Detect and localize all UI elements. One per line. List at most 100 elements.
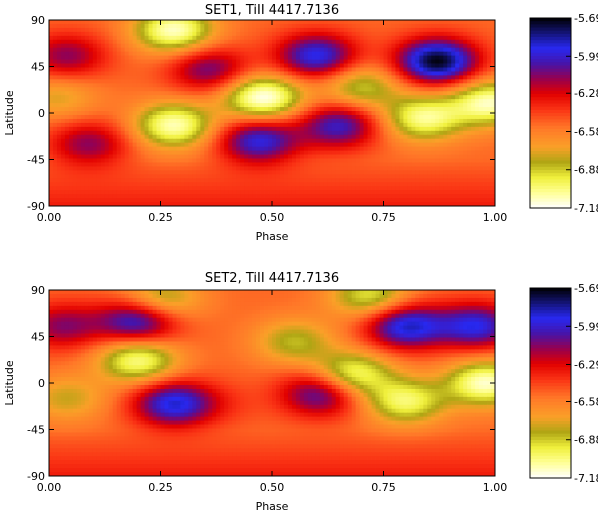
- heatmap-cell: [204, 194, 209, 199]
- heatmap-cell: [120, 154, 126, 159]
- heatmap-cell: [351, 111, 357, 116]
- heatmap-cell: [84, 99, 90, 104]
- heatmap-cell: [471, 59, 476, 64]
- heatmap-cell: [443, 27, 448, 33]
- heatmap-cell: [371, 20, 376, 25]
- heatmap-cell: [339, 111, 345, 116]
- heatmap-cell: [76, 91, 82, 96]
- heatmap-cell: [232, 91, 237, 96]
- heatmap-cell: [279, 158, 285, 163]
- heatmap-cell: [391, 23, 396, 29]
- heatmap-cell: [483, 186, 488, 191]
- heatmap-cell: [367, 138, 372, 144]
- heatmap-cell: [355, 95, 361, 100]
- heatmap-cell: [68, 126, 74, 132]
- heatmap-cell: [92, 83, 98, 88]
- heatmap-cell: [164, 51, 169, 57]
- heatmap-cell: [116, 95, 122, 100]
- heatmap-cell: [196, 55, 201, 60]
- heatmap-cell: [319, 20, 325, 25]
- heatmap-cell: [96, 126, 102, 132]
- heatmap-cell: [387, 23, 392, 29]
- heatmap-cell: [212, 99, 217, 104]
- heatmap-cell: [228, 59, 233, 64]
- heatmap-cell: [367, 107, 372, 112]
- heatmap-cell: [56, 114, 62, 120]
- heatmap-cell: [188, 75, 193, 80]
- heatmap-cell: [80, 194, 86, 199]
- heatmap-cell: [160, 111, 165, 116]
- heatmap-cell: [72, 178, 78, 183]
- heatmap-cell: [491, 142, 496, 148]
- heatmap-cell: [307, 31, 313, 37]
- heatmap-cell: [212, 95, 217, 100]
- heatmap-cell: [252, 39, 257, 45]
- heatmap-cell: [327, 79, 333, 84]
- heatmap-cell: [240, 134, 245, 140]
- heatmap-cell: [108, 186, 114, 191]
- heatmap-cell: [391, 67, 396, 72]
- heatmap-cell: [196, 59, 201, 64]
- heatmap-cell: [260, 186, 265, 191]
- heatmap-cell: [391, 190, 396, 195]
- heatmap-cell: [56, 182, 62, 187]
- heatmap-cell: [487, 114, 492, 120]
- heatmap-cell: [60, 39, 66, 45]
- heatmap-cell: [92, 190, 98, 195]
- heatmap-cell: [415, 170, 420, 175]
- heatmap-cell: [359, 158, 364, 163]
- heatmap-cell: [192, 27, 197, 33]
- heatmap-cell: [264, 134, 269, 140]
- heatmap-cell: [439, 170, 444, 175]
- heatmap-cell: [168, 154, 173, 159]
- heatmap-cell: [471, 186, 476, 191]
- heatmap-cell: [363, 95, 368, 100]
- heatmap-cell: [323, 75, 329, 80]
- heatmap-cell: [423, 35, 428, 41]
- heatmap-cell: [120, 138, 126, 144]
- heatmap-cell: [152, 51, 157, 57]
- heatmap-cell: [379, 150, 384, 155]
- heatmap-cell: [455, 39, 460, 45]
- heatmap-cell: [315, 103, 321, 108]
- heatmap-cell: [72, 118, 78, 124]
- heatmap-cell: [188, 146, 193, 151]
- heatmap-cell: [136, 154, 141, 159]
- heatmap-cell: [287, 31, 293, 37]
- heatmap-cell: [212, 63, 217, 68]
- heatmap-cell: [204, 75, 209, 80]
- heatmap-cell: [60, 154, 66, 159]
- heatmap-cell: [224, 130, 229, 136]
- heatmap-cell: [347, 23, 353, 29]
- heatmap-cell: [184, 138, 189, 144]
- heatmap-cell: [295, 122, 301, 128]
- heatmap-cell: [291, 186, 297, 191]
- heatmap-cell: [120, 59, 126, 64]
- heatmap-cell: [64, 122, 70, 128]
- heatmap-cell: [447, 63, 452, 68]
- heatmap-cell: [156, 170, 161, 175]
- heatmap-cell: [279, 178, 285, 183]
- heatmap-cell: [144, 182, 149, 187]
- heatmap-cell: [60, 142, 66, 148]
- heatmap-cell: [347, 103, 353, 108]
- heatmap-cell: [128, 182, 134, 187]
- heatmap-cell: [283, 158, 289, 163]
- heatmap-cell: [208, 27, 213, 33]
- heatmap-cell: [220, 31, 225, 37]
- heatmap-cell: [291, 122, 297, 128]
- heatmap-cell: [327, 122, 333, 128]
- heatmap-cell: [479, 166, 484, 171]
- heatmap-cell: [116, 150, 122, 155]
- heatmap-cell: [272, 63, 277, 68]
- heatmap-cell: [184, 31, 189, 37]
- heatmap-cell: [112, 150, 118, 155]
- heatmap-cell: [112, 63, 118, 68]
- heatmap-cell: [387, 71, 392, 76]
- heatmap-cell: [220, 178, 225, 183]
- heatmap-cell: [188, 99, 193, 104]
- heatmap-cell: [391, 126, 396, 132]
- heatmap-cell: [136, 83, 141, 88]
- heatmap-cell: [228, 174, 233, 179]
- heatmap-cell: [443, 67, 448, 72]
